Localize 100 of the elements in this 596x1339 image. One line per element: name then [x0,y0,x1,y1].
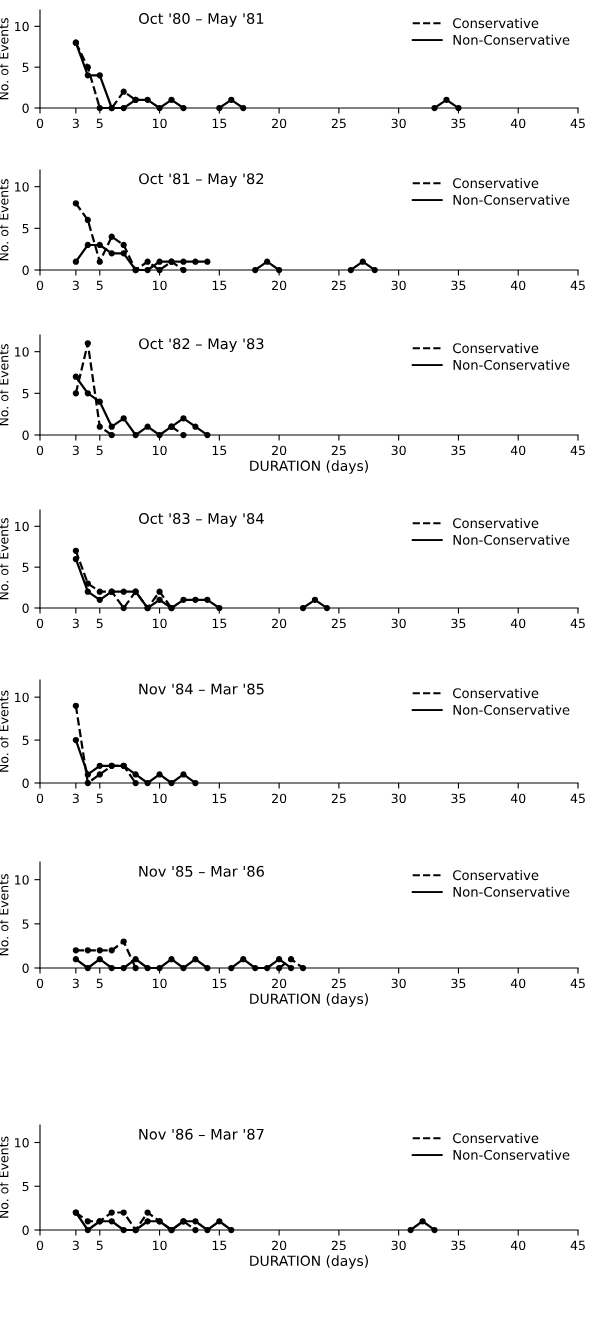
legend-label: Conservative [453,17,539,29]
x-tick-label: 25 [331,118,346,129]
x-tick-label: 30 [391,280,406,291]
x-tick-label: 20 [272,118,287,129]
chart-title: Oct '81 – May '82 [139,173,264,188]
x-tick-label: 35 [451,978,466,989]
legend-label: Non-Conservative [453,704,570,715]
y-tick-label: 0 [22,1225,29,1235]
x-tick-label: 5 [96,1240,103,1251]
x-tick-label: 5 [96,280,103,291]
x-tick-label: 30 [391,1240,406,1251]
x-tick-label: 35 [451,445,466,456]
x-tick-label: 25 [331,618,346,629]
x-tick-label: 20 [272,445,287,456]
x-tick-label: 40 [510,978,526,989]
legend-label: Non-Conservative [453,34,570,45]
x-tick-label: 10 [152,978,167,989]
y-tick-label: 0 [22,430,29,440]
x-tick-label: 10 [152,1240,167,1251]
x-tick-label: 25 [331,445,346,456]
x-tick-label: 5 [96,445,103,456]
chart-title: Nov '85 – Mar '86 [139,865,264,877]
legend-label: Conservative [453,1132,539,1144]
chart-title: Oct '83 – May '84 [139,513,264,527]
y-tick-label: 5 [22,735,29,746]
x-tick-label: 15 [212,793,227,804]
x-tick-label: 15 [212,618,227,629]
x-tick-label: 15 [212,1240,227,1251]
y-tick-label: 0 [22,103,29,113]
y-tick-label: 10 [15,521,29,532]
chart-title: Nov '86 – Mar '87 [139,1128,264,1140]
x-tick-label: 20 [272,793,287,804]
y-tick-label: 10 [15,1137,29,1148]
x-tick-label: 25 [331,280,346,291]
x-tick-label: 30 [391,445,406,456]
y-tick-label: 0 [22,963,29,973]
legend-label: Non-Conservative [453,534,570,545]
x-tick-label: 40 [510,118,526,129]
legend-label: Conservative [453,517,539,529]
x-tick-label: 45 [570,978,585,989]
x-tick-label: 40 [510,793,526,804]
x-tick-label: 15 [212,978,227,989]
x-tick-label: 40 [510,1240,526,1251]
x-axis-title: DURATION (days) [250,1255,368,1269]
x-tick-label: 0 [36,793,44,804]
x-tick-label: 45 [570,793,585,804]
x-tick-label: 0 [36,1240,44,1251]
legend-label: Non-Conservative [453,194,570,205]
y-tick-label: 0 [22,778,29,788]
x-tick-label: 3 [72,618,79,629]
x-axis-title: DURATION (days) [250,460,368,474]
y-tick-label: 0 [22,265,29,275]
x-tick-label: 0 [36,978,44,989]
x-tick-label: 45 [570,118,585,129]
y-tick-label: 0 [22,603,29,613]
chart-title: Oct '80 – May '81 [139,13,264,27]
legend-label: Non-Conservative [453,886,570,897]
x-tick-label: 3 [72,445,79,456]
x-tick-label: 10 [152,118,167,129]
x-tick-label: 25 [331,793,346,804]
x-tick-label: 3 [72,118,79,129]
x-tick-label: 5 [96,618,103,629]
x-tick-label: 5 [96,793,103,804]
x-tick-label: 10 [152,618,167,629]
x-tick-label: 3 [72,1240,79,1251]
x-tick-label: 45 [570,280,585,291]
x-tick-label: 0 [36,618,44,629]
x-axis-title: DURATION (days) [250,993,368,1007]
x-tick-label: 10 [152,445,167,456]
x-tick-label: 30 [391,793,406,804]
y-tick-label: 5 [22,562,29,573]
x-tick-label: 45 [570,445,585,456]
x-tick-label: 20 [272,280,287,291]
x-tick-label: 30 [391,618,406,629]
x-tick-label: 40 [510,445,526,456]
legend-label: Non-Conservative [453,359,570,370]
x-tick-label: 10 [152,793,167,804]
y-tick-label: 5 [22,388,29,399]
x-tick-label: 40 [510,280,526,291]
x-tick-label: 35 [451,118,466,129]
x-tick-label: 15 [212,118,227,129]
legend-label: Conservative [453,687,539,699]
x-tick-label: 20 [272,978,287,989]
x-tick-label: 25 [331,978,346,989]
x-tick-label: 35 [451,280,466,291]
x-tick-label: 0 [36,118,44,129]
legend-label: Conservative [453,177,539,189]
y-tick-label: 10 [15,182,29,192]
legend-label: Non-Conservative [453,1149,570,1160]
x-tick-label: 20 [272,618,287,629]
chart-title: Nov '84 – Mar '85 [139,683,264,695]
x-tick-label: 20 [272,1240,287,1251]
x-tick-label: 30 [391,118,406,129]
x-tick-label: 40 [510,618,526,629]
x-tick-label: 5 [96,118,103,129]
x-tick-label: 3 [72,793,79,804]
x-tick-label: 30 [391,978,406,989]
y-tick-label: 10 [15,692,29,703]
y-tick-label: 5 [22,62,29,73]
y-tick-label: 5 [22,1181,29,1192]
